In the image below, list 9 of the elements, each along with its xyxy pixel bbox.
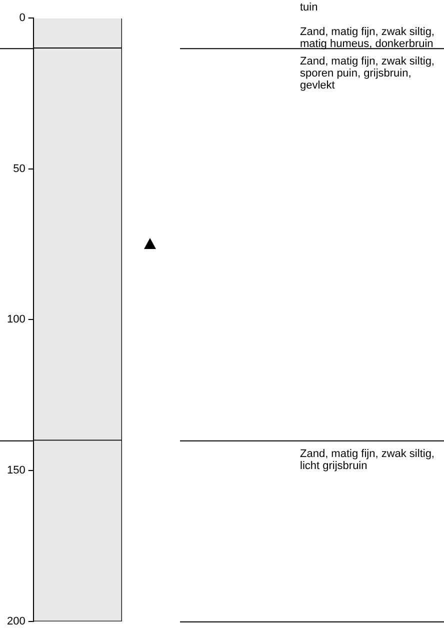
text: Zand, matig fijn, zwak siltig, licht grijsbruin bbox=[300, 448, 434, 472]
text: Zand, matig fijn, zwak siltig, sporen puin, grijsbruin, gevlekt bbox=[300, 56, 434, 92]
text: tuin bbox=[300, 2, 318, 14]
y-tick-label: 150 bbox=[6, 464, 26, 477]
y-tick-label: 0 bbox=[19, 12, 26, 24]
y-tick-label: 50 bbox=[13, 162, 26, 175]
y-tick-label: 200 bbox=[6, 615, 26, 628]
text: Zand, matig fijn, zwak siltig, matig humeus, donkerbruin bbox=[300, 26, 434, 50]
y-tick-label: 100 bbox=[6, 314, 26, 326]
